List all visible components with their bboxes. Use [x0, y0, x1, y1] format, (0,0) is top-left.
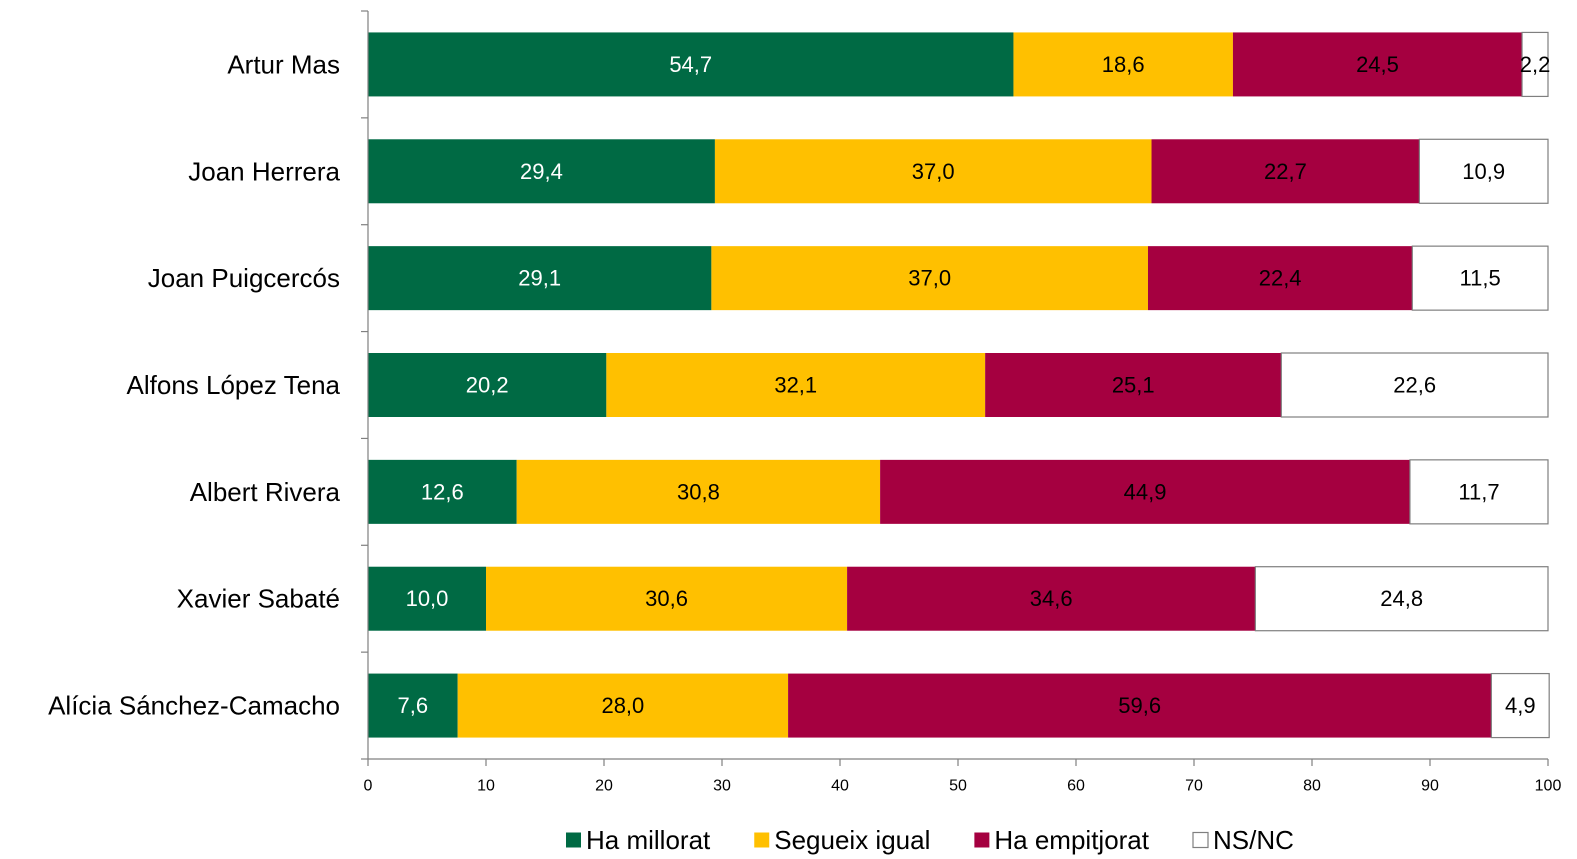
data-label: 22,7: [1264, 159, 1307, 184]
bar-segment-segueix-igual: [486, 566, 848, 631]
data-label: 30,6: [645, 586, 688, 611]
x-tick-label: 60: [1067, 778, 1085, 795]
axis-layer: Artur Mas Joan Herrera Joan Puigcercós Alfo…: [48, 10, 1562, 795]
data-label: 10,0: [406, 586, 449, 611]
bar-segment-ha-millorat: [368, 566, 486, 631]
data-label: 29,1: [518, 266, 561, 291]
legend-item-ns-nc: NS/NC: [1192, 825, 1294, 855]
bar-row-artur-mas: 54,7 18,6 24,5 2,2: [368, 31, 1551, 98]
bar-segment-ha-millorat: [368, 246, 712, 311]
data-label: 11,7: [1458, 479, 1499, 504]
x-tick-label: 40: [831, 778, 849, 795]
data-label: 30,8: [677, 479, 720, 504]
data-label: 22,4: [1259, 266, 1302, 291]
x-tick-label: 20: [595, 778, 613, 795]
legend-item-ha-empitjorat: Ha empitjorat: [974, 825, 1150, 855]
x-tick-label: 100: [1535, 778, 1562, 795]
data-label: 59,6: [1118, 693, 1161, 718]
data-label: 11,5: [1460, 266, 1501, 291]
bar-segment-ha-millorat: [368, 673, 458, 738]
data-label: 10,9: [1462, 159, 1505, 184]
bar-row-alicia-sanchez-camacho: 7,6 28,0 59,6 4,9: [368, 672, 1550, 739]
bar-segment-ha-empitjorat: [847, 566, 1256, 631]
category-label: Alícia Sánchez-Camacho: [48, 691, 340, 721]
bar-segment-ns-nc: [1490, 672, 1550, 739]
data-label: 34,6: [1030, 586, 1073, 611]
bar-row-albert-rivera: 12,6 30,8 44,9 11,7: [368, 459, 1549, 525]
bar-segment-ha-empitjorat: [1232, 32, 1523, 97]
bar-row-joan-herrera: 29,4 37,0 22,7 10,9: [368, 138, 1549, 204]
data-label: 24,5: [1356, 52, 1399, 77]
data-label: 4,9: [1505, 693, 1536, 718]
bar-segment-segueix-igual: [457, 673, 789, 738]
data-label: 12,6: [421, 479, 464, 504]
data-label: 22,6: [1393, 373, 1436, 398]
bar-segment-ns-nc: [1409, 459, 1549, 525]
bar-segment-ha-empitjorat: [1151, 139, 1420, 204]
legend-item-segueix-igual: Segueix igual: [754, 825, 930, 855]
data-label: 18,6: [1102, 52, 1145, 77]
bar-segment-ha-empitjorat: [880, 459, 1410, 524]
legend-label: Segueix igual: [774, 825, 930, 855]
data-label: 32,1: [774, 373, 817, 398]
category-label: Alfons López Tena: [127, 370, 341, 400]
legend-item-ha-millorat: Ha millorat: [566, 825, 711, 855]
bar-segment-ns-nc: [1254, 566, 1549, 632]
legend-swatch: [974, 832, 990, 848]
bar-segment-ns-nc: [1411, 245, 1549, 311]
bar-segment-ha-empitjorat: [985, 353, 1282, 417]
bar-segment-segueix-igual: [714, 139, 1152, 204]
bar-segment-ha-millorat: [368, 139, 715, 204]
bar-row-alfons-lopez-tena: 20,2 32,1 25,1 22,6: [368, 352, 1549, 418]
bar-segment-segueix-igual: [606, 353, 986, 417]
legend: Ha millorat Segueix igual Ha empitjorat NS/…: [566, 825, 1294, 855]
data-label: 29,4: [520, 159, 563, 184]
category-label: Artur Mas: [227, 49, 340, 79]
category-label: Joan Puigcercós: [148, 263, 340, 293]
legend-swatch: [754, 832, 770, 848]
bar-segment-ha-millorat: [368, 353, 607, 417]
data-label: 7,6: [398, 693, 429, 718]
bar-segment-segueix-igual: [1013, 32, 1233, 97]
x-tick-label: 0: [364, 778, 373, 795]
x-tick-label: 50: [949, 778, 967, 795]
data-label: 25,1: [1112, 373, 1155, 398]
data-label: 20,2: [466, 373, 509, 398]
bar-segment-segueix-igual: [711, 246, 1148, 311]
bar-segment-ns-nc: [1280, 352, 1549, 418]
data-label: 28,0: [601, 693, 644, 718]
data-label: 24,8: [1380, 586, 1423, 611]
x-tick-label: 70: [1185, 778, 1203, 795]
x-tick-label: 30: [713, 778, 731, 795]
data-label: 54,7: [669, 52, 712, 77]
legend-label: Ha empitjorat: [994, 825, 1149, 855]
category-label: Joan Herrera: [188, 156, 340, 186]
bar-segment-ns-nc: [1418, 138, 1549, 204]
legend-label: Ha millorat: [586, 825, 711, 855]
bar-row-xavier-sabate: 10,0 30,6 34,6 24,8: [368, 566, 1549, 632]
data-label: 37,0: [912, 159, 955, 184]
legend-swatch: [1192, 831, 1209, 849]
x-tick-label: 10: [477, 778, 495, 795]
bar-segment-ha-millorat: [368, 459, 517, 524]
x-tick-label: 90: [1421, 778, 1439, 795]
data-label: 2,2: [1520, 52, 1551, 77]
bar-segment-ha-millorat: [368, 32, 1014, 97]
data-label: 44,9: [1124, 479, 1167, 504]
bar-segment-ha-empitjorat: [1147, 246, 1413, 311]
bar-segment-segueix-igual: [516, 459, 881, 524]
legend-swatch: [566, 832, 581, 848]
bar-segment-ns-nc: [1521, 31, 1549, 98]
bars-layer: 54,7 18,6 24,5 2,229,4 37,0 22,7 10,929,1 37,0 2…: [368, 31, 1551, 739]
x-tick-label: 80: [1303, 778, 1321, 795]
legend-label: NS/NC: [1213, 825, 1294, 855]
bar-row-joan-puigcercos: 29,1 37,0 22,4 11,5: [368, 245, 1549, 311]
category-label: Xavier Sabaté: [177, 584, 340, 614]
data-label: 37,0: [908, 266, 951, 291]
bar-segment-ha-empitjorat: [788, 673, 1492, 738]
category-label: Albert Rivera: [190, 477, 341, 507]
